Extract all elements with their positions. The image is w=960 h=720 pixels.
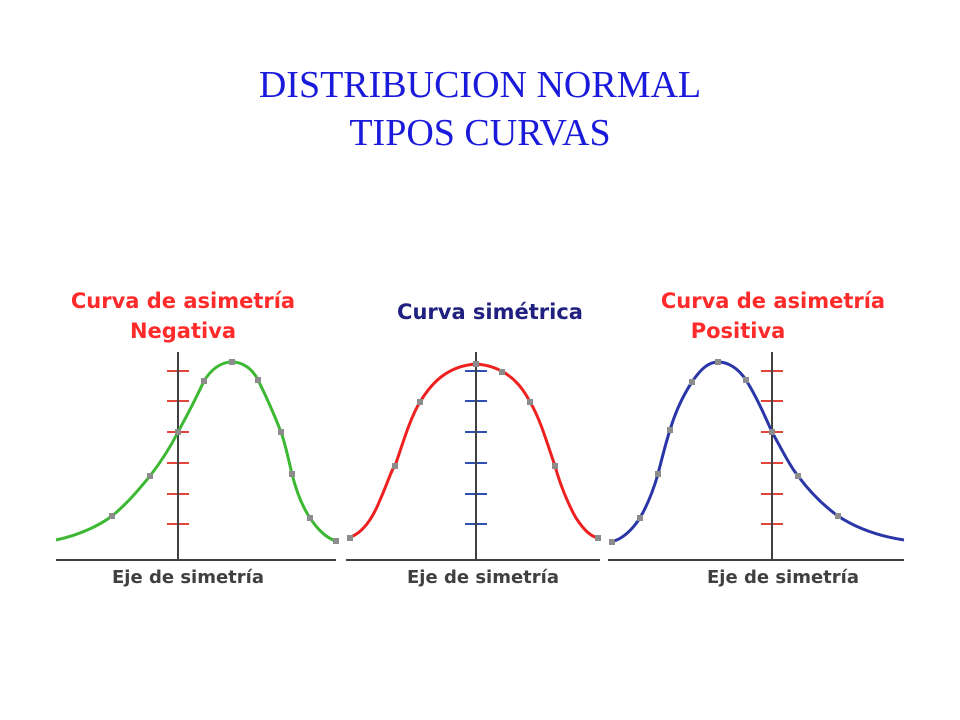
curve-point-marker <box>637 515 643 521</box>
curve-point-marker <box>527 399 533 405</box>
curve-point-marker <box>715 359 721 365</box>
curve-point-marker <box>609 539 615 545</box>
curve-point-marker <box>595 535 601 541</box>
axis-label: Eje de simetría <box>707 567 859 588</box>
panel-label-line1: Curva simétrica <box>397 300 583 324</box>
curve-point-marker <box>392 463 398 469</box>
curve-point-marker <box>552 463 558 469</box>
curve-point-marker <box>278 429 284 435</box>
panel-symmetric: Curva simétrica Eje de simetría <box>346 300 601 588</box>
curve-point-marker <box>835 513 841 519</box>
panel-positive-skew: Curva de asimetría Positiva Eje de simet… <box>608 289 905 588</box>
panel-label-line2: Negativa <box>130 319 236 343</box>
curve-point-marker <box>201 378 207 384</box>
curve-point-marker <box>333 538 339 544</box>
curve-point-marker <box>307 515 313 521</box>
distribution-curve <box>609 360 905 544</box>
curve-point-marker <box>499 369 505 375</box>
page-title-line1: DISTRIBUCION NORMAL <box>258 64 702 106</box>
panel-label-line1: Curva de asimetría <box>71 289 295 313</box>
panel-negative-skew: Curva de asimetría Negativa Eje de simet… <box>55 289 339 588</box>
panel-label-line2: Positiva <box>691 319 786 343</box>
curve-point-marker <box>109 513 115 519</box>
curve-point-marker <box>147 473 153 479</box>
distribution-curve <box>55 360 337 543</box>
curve-point-marker <box>229 359 235 365</box>
axis-label: Eje de simetría <box>407 567 559 588</box>
distribution-curve <box>347 362 599 540</box>
curve-markers <box>347 361 601 541</box>
curve-point-marker <box>417 399 423 405</box>
page-title-line2: TIPOS CURVAS <box>349 112 611 154</box>
axis-label: Eje de simetría <box>112 567 264 588</box>
curve-markers <box>109 359 339 544</box>
curve-point-marker <box>175 429 181 435</box>
curve-point-marker <box>667 427 673 433</box>
curve-markers <box>609 359 841 545</box>
curve-point-marker <box>769 429 775 435</box>
curve-point-marker <box>473 361 479 367</box>
curve-point-marker <box>743 377 749 383</box>
curve-point-marker <box>347 535 353 541</box>
curve-point-marker <box>795 473 801 479</box>
panel-label-line1: Curva de asimetría <box>661 289 885 313</box>
curve-point-marker <box>655 471 661 477</box>
curve-point-marker <box>255 377 261 383</box>
curve-point-marker <box>289 471 295 477</box>
curve-point-marker <box>689 379 695 385</box>
